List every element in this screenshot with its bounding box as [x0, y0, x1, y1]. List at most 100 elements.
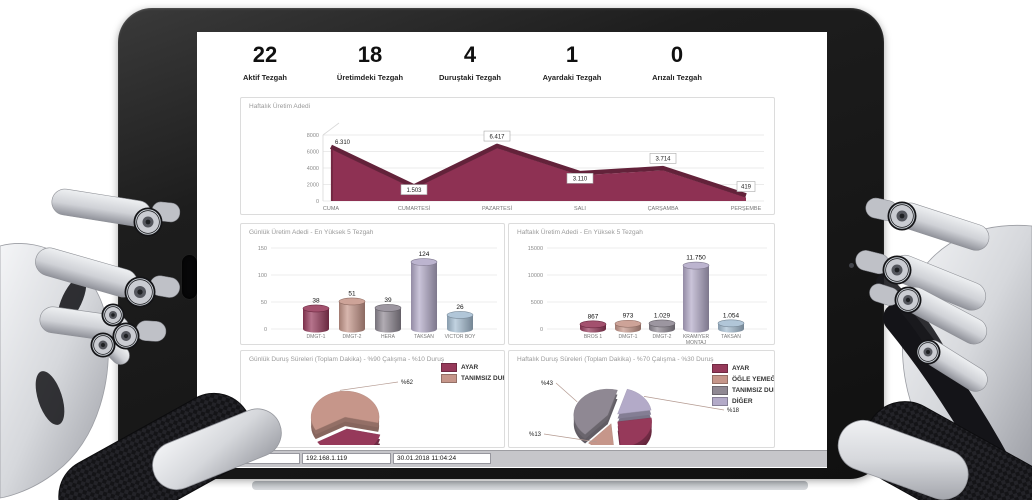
kpi-label: Duruştaki Tezgah: [439, 73, 501, 82]
svg-text:VICTOR BOY: VICTOR BOY: [445, 334, 476, 340]
status-ip-address: 192.168.1.119: [302, 453, 391, 464]
pie-slice-DİĞER: [617, 388, 652, 415]
svg-text:11.750: 11.750: [686, 255, 706, 262]
legend-item: TANIMSIZ DURUŞ: [441, 374, 504, 383]
kpi-value: 18: [357, 42, 383, 67]
value-label-box: [400, 184, 428, 195]
weekly-production-series: [330, 143, 747, 201]
svg-text:867: 867: [588, 313, 599, 320]
svg-text:BROS 1: BROS 1: [584, 334, 603, 340]
svg-text:DMGT-2: DMGT-2: [653, 334, 672, 340]
weekly-production-area-chart: 0 2000 4000 6000 8000 6.310 1.503 6.417 3.110 3.7…: [307, 122, 764, 212]
panel-title: Haftalık Duruş Süreleri (Toplam Dakika) …: [517, 356, 714, 363]
svg-text:CUMARTESİ: CUMARTESİ: [398, 205, 431, 212]
panel-title: Haftalık Üretim Adedi: [249, 103, 311, 110]
kpi-label: Üretimdeki Tezgah: [336, 73, 404, 82]
camera-dot: [849, 263, 854, 268]
weekly-downtime-pie-chart: %18 %43 %13: [529, 381, 740, 445]
legend-swatch: [712, 375, 728, 384]
legend-label: AYAR: [461, 364, 479, 371]
svg-text:SALI: SALI: [574, 206, 586, 212]
bar-VICTOR BOY: [446, 311, 474, 333]
bar-DMGT-1: [614, 319, 642, 333]
kpi-in-production: 18 Üretimdeki Tezgah: [300, 42, 440, 83]
weekly-downtime-panel: Haftalık Duruş Süreleri (Toplam Dakika) …: [508, 350, 775, 448]
kpi-value: 1: [565, 42, 579, 67]
legend-swatch: [712, 397, 728, 406]
pie-slice-AYAR: [617, 417, 652, 445]
panel-title: Günlük Üretim Adedi - En Yüksek 5 Tezgah: [249, 229, 374, 236]
pie-slice-TANIMSIZ DURUŞ: [573, 388, 618, 435]
legend-label: AYAR: [732, 365, 750, 372]
right-strap: [876, 274, 946, 360]
legend-swatch: [441, 363, 457, 372]
svg-text:ÇARŞAMBA: ÇARŞAMBA: [648, 206, 679, 212]
value-label-box: [566, 173, 594, 184]
svg-text:3.714: 3.714: [655, 157, 671, 163]
svg-text:15000: 15000: [528, 246, 543, 252]
daily-top5-panel: Günlük Üretim Adedi - En Yüksek 5 Tezgah…: [240, 223, 505, 345]
value-label-box: [483, 130, 511, 142]
svg-text:6.417: 6.417: [489, 134, 505, 140]
bar-DMGT-2: [338, 297, 366, 333]
side-slot: [182, 255, 197, 299]
tablet-shadow: [252, 481, 808, 490]
svg-text:0: 0: [540, 327, 543, 333]
status-bar: ALFX 192.168.1.119 30.01.2018 11:04:24: [197, 450, 827, 467]
legend-item: TANIMSIZ DURUŞ: [712, 386, 774, 395]
svg-text:0: 0: [316, 199, 319, 205]
right-finger: [902, 286, 988, 345]
kpi-value: 4: [463, 42, 477, 67]
svg-text:4000: 4000: [307, 166, 319, 172]
svg-text:1.054: 1.054: [723, 312, 740, 319]
bar-DMGT-1: [302, 304, 330, 333]
svg-text:%13: %13: [529, 432, 542, 438]
dashboard-screen: 22 Aktif Tezgah 18 Üretimdeki Tezgah 4 D…: [197, 32, 827, 468]
kpi-label: Aktif Tezgah: [242, 73, 288, 82]
right-palm: [901, 224, 1032, 484]
kpi-label: Ayardaki Tezgah: [542, 73, 602, 82]
svg-text:39: 39: [384, 297, 392, 304]
kpi-faulty: 0 Arızalı Tezgah: [607, 44, 747, 83]
bar-KRAMIYER MONTAJ: [682, 261, 710, 333]
weekly-top5-panel: Haftalık Üretim Adedi - En Yüksek 5 Tezg…: [508, 223, 775, 345]
svg-text:3.110: 3.110: [573, 177, 588, 183]
legend-item: ÖĞLE YEMEĞİ: [712, 375, 774, 384]
svg-text:CUMA: CUMA: [323, 206, 340, 212]
svg-text:1.029: 1.029: [654, 312, 671, 319]
svg-text:HERA: HERA: [381, 334, 396, 340]
right-strap: [883, 303, 1013, 483]
weekly-production-panel: Haftalık Üretim Adedi 0 2000 4000 6000 8000 6…: [240, 97, 775, 215]
svg-text:38: 38: [312, 297, 320, 304]
daily-downtime-panel: Günlük Duruş Süreleri (Toplam Dakika) - …: [240, 350, 505, 448]
svg-text:2000: 2000: [307, 183, 319, 189]
bar-HERA: [374, 304, 402, 333]
svg-text:DMGT-1: DMGT-1: [307, 334, 326, 340]
bar-TAKSAN: [717, 319, 745, 333]
kpi-active-machines: 22 Aktif Tezgah: [197, 42, 335, 83]
svg-text:PAZARTESİ: PAZARTESİ: [482, 205, 513, 212]
svg-text:150: 150: [258, 246, 267, 252]
status-datetime: 30.01.2018 11:04:24: [393, 453, 491, 464]
svg-text:PERŞEMBE: PERŞEMBE: [731, 206, 762, 212]
svg-text:TAKSAN: TAKSAN: [721, 334, 741, 340]
daily-downtime-pie-chart: %62: [310, 380, 414, 445]
right-finger: [897, 202, 990, 251]
daily-downtime-legend: AYAR TANIMSIZ DURUŞ: [441, 363, 504, 385]
svg-text:%18: %18: [727, 408, 740, 414]
left-palm-crevice: [57, 276, 87, 324]
panel-title: Günlük Duruş Süreleri (Toplam Dakika) - …: [249, 356, 445, 363]
svg-text:10000: 10000: [528, 273, 543, 279]
weekly-downtime-legend: AYAR ÖĞLE YEMEĞİ TANIMSIZ DURUŞ DİĞER: [712, 364, 774, 408]
svg-text:6000: 6000: [307, 150, 319, 156]
svg-text:%43: %43: [541, 381, 554, 387]
kpi-value: 22: [252, 42, 278, 67]
kpi-stopped: 4 Duruştaki Tezgah: [400, 42, 540, 83]
legend-swatch: [712, 364, 728, 373]
svg-text:1.503: 1.503: [406, 188, 422, 194]
daily-top5-bar-chart: 0 50 100 150 38 DMGT-1 51 DMGT-2 39 HERA 124 TAKSAN…: [258, 246, 497, 340]
left-palm: [0, 243, 109, 499]
legend-label: TANIMSIZ DURUŞ: [461, 375, 504, 382]
value-label-box: [736, 181, 756, 192]
